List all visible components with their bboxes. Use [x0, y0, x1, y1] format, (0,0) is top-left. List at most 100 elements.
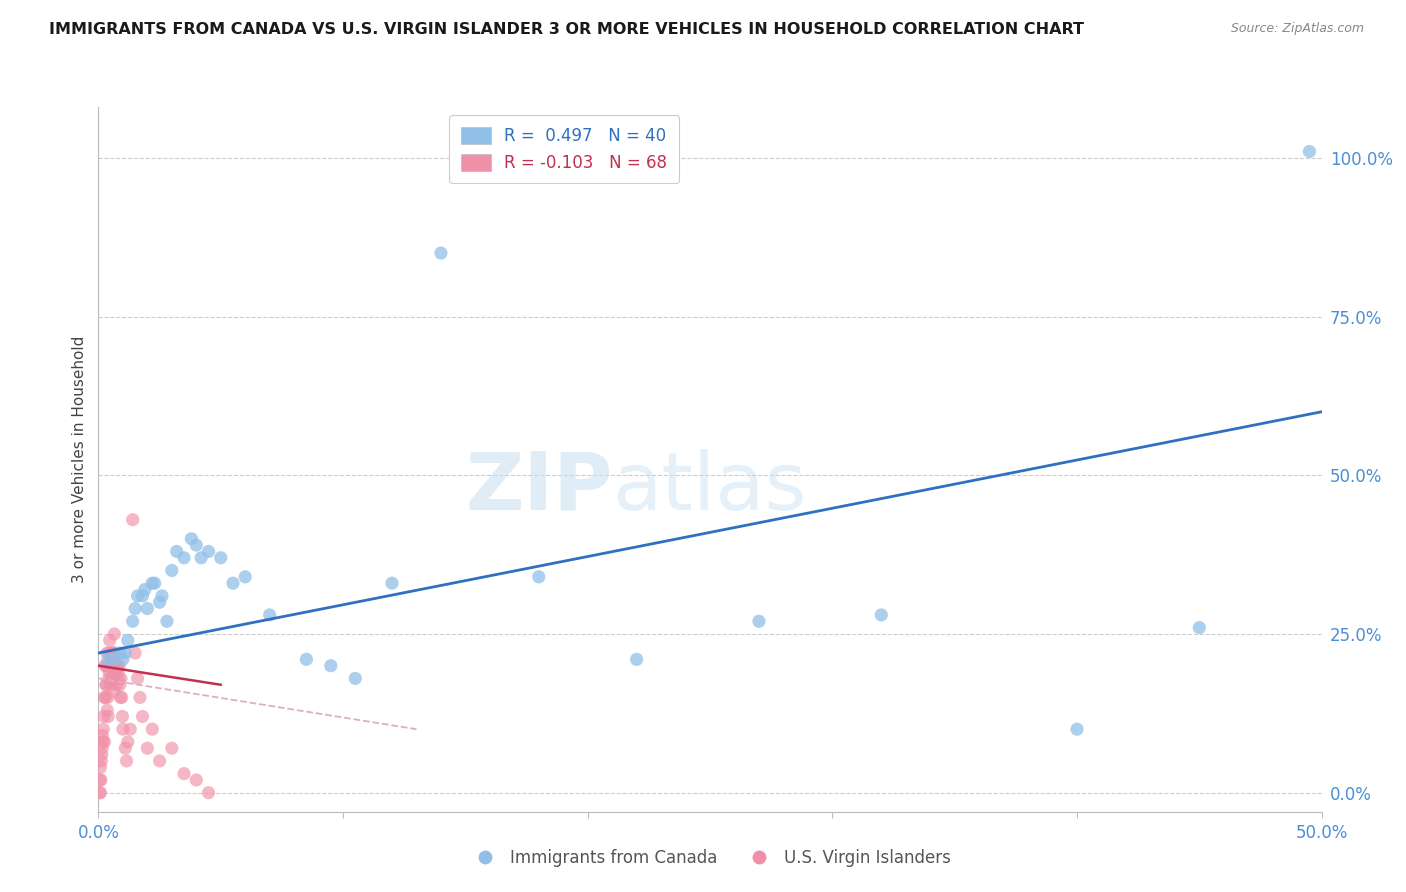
Point — [127, 672, 149, 686]
Point — [134, 582, 156, 597]
Point — [101, 646, 124, 660]
Point — [1066, 722, 1088, 736]
Point — [96, 678, 118, 692]
Point — [89, 786, 111, 800]
Point — [259, 607, 281, 622]
Point — [626, 652, 648, 666]
Point — [180, 532, 202, 546]
Point — [136, 741, 159, 756]
Point — [107, 658, 129, 673]
Point — [150, 589, 173, 603]
Point — [91, 729, 114, 743]
Point — [91, 735, 114, 749]
Point — [110, 690, 132, 705]
Point — [209, 550, 232, 565]
Point — [124, 601, 146, 615]
Point — [111, 690, 134, 705]
Point — [97, 672, 120, 686]
Point — [124, 646, 146, 660]
Point — [381, 576, 404, 591]
Text: Source: ZipAtlas.com: Source: ZipAtlas.com — [1230, 22, 1364, 36]
Point — [90, 754, 112, 768]
Point — [98, 646, 121, 660]
Point — [1188, 621, 1211, 635]
Point — [103, 684, 125, 698]
Point — [108, 658, 131, 673]
Point — [111, 709, 134, 723]
Point — [111, 722, 134, 736]
Point — [97, 665, 120, 679]
Point — [89, 772, 111, 787]
Point — [107, 672, 129, 686]
Point — [186, 538, 208, 552]
Point — [190, 550, 212, 565]
Point — [94, 690, 117, 705]
Point — [94, 678, 117, 692]
Legend: Immigrants from Canada, U.S. Virgin Islanders: Immigrants from Canada, U.S. Virgin Isla… — [463, 843, 957, 874]
Point — [131, 589, 153, 603]
Point — [98, 658, 121, 673]
Point — [121, 513, 143, 527]
Point — [160, 564, 183, 578]
Point — [96, 646, 118, 660]
Point — [197, 786, 219, 800]
Point — [105, 678, 128, 692]
Point — [110, 672, 132, 686]
Point — [173, 766, 195, 780]
Point — [105, 658, 128, 673]
Point — [197, 544, 219, 558]
Point — [90, 747, 112, 762]
Point — [90, 760, 112, 774]
Point — [104, 646, 127, 660]
Point — [870, 607, 893, 622]
Point — [108, 678, 131, 692]
Point — [103, 646, 125, 660]
Point — [97, 652, 120, 666]
Point — [149, 754, 172, 768]
Point — [100, 658, 122, 673]
Point — [1298, 145, 1320, 159]
Point — [319, 658, 342, 673]
Point — [100, 672, 122, 686]
Point — [114, 646, 136, 660]
Point — [101, 652, 124, 666]
Point — [173, 550, 195, 565]
Point — [115, 754, 138, 768]
Point — [103, 627, 125, 641]
Point — [344, 672, 367, 686]
Point — [97, 709, 120, 723]
Point — [91, 741, 114, 756]
Point — [141, 576, 163, 591]
Point — [222, 576, 245, 591]
Text: atlas: atlas — [612, 449, 807, 526]
Point — [93, 735, 115, 749]
Point — [160, 741, 183, 756]
Point — [295, 652, 318, 666]
Point — [131, 709, 153, 723]
Point — [143, 576, 166, 591]
Point — [136, 601, 159, 615]
Point — [107, 665, 129, 679]
Point — [127, 589, 149, 603]
Point — [114, 741, 136, 756]
Point — [101, 652, 124, 666]
Point — [96, 658, 118, 673]
Point — [156, 614, 179, 628]
Point — [430, 246, 453, 260]
Point — [97, 690, 120, 705]
Point — [186, 772, 208, 787]
Point — [89, 786, 111, 800]
Text: ZIP: ZIP — [465, 449, 612, 526]
Point — [117, 633, 139, 648]
Point — [101, 672, 124, 686]
Point — [748, 614, 770, 628]
Text: IMMIGRANTS FROM CANADA VS U.S. VIRGIN ISLANDER 3 OR MORE VEHICLES IN HOUSEHOLD C: IMMIGRANTS FROM CANADA VS U.S. VIRGIN IS… — [49, 22, 1084, 37]
Point — [120, 722, 142, 736]
Point — [166, 544, 188, 558]
Point — [104, 665, 127, 679]
Point — [96, 703, 118, 717]
Point — [91, 722, 114, 736]
Point — [233, 570, 256, 584]
Y-axis label: 3 or more Vehicles in Household: 3 or more Vehicles in Household — [72, 335, 87, 583]
Point — [98, 633, 121, 648]
